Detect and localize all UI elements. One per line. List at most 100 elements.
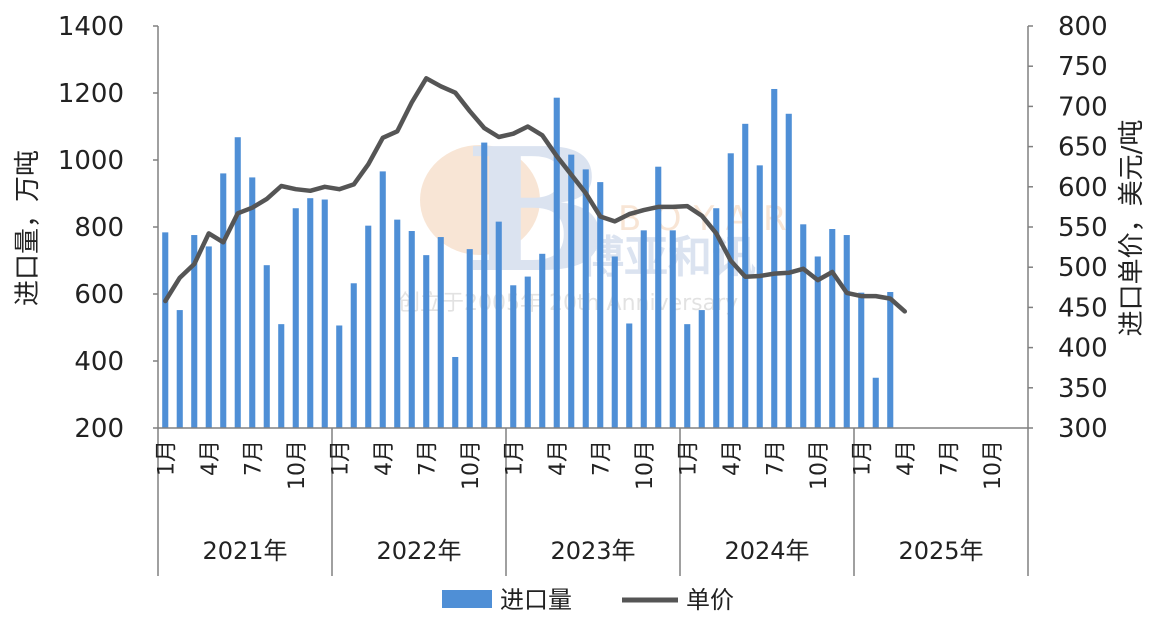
x-month-labels: 1月 4月 7月 10月 1月 4月 7月 10月 1月 4月 7月 10月 1月 4月 7月 10月 1月 4月… (154, 440, 1006, 490)
y-left-tick-label: 1000 (58, 146, 124, 176)
y-left-tick-label: 400 (74, 347, 124, 377)
x-year-label: 2023年 (550, 537, 635, 565)
bar (814, 256, 821, 428)
bar (205, 246, 212, 428)
bar (278, 324, 285, 428)
y-left-tick-label: 800 (74, 213, 124, 243)
bar (452, 356, 459, 428)
bar (539, 253, 546, 428)
x-month-label: 4月 (198, 440, 223, 476)
bar (408, 231, 415, 428)
legend-swatch-import-volume (442, 590, 492, 608)
bar (336, 325, 343, 428)
x-month-label: 1月 (328, 440, 353, 476)
x-month-label: 10月 (285, 440, 310, 490)
bar (713, 208, 720, 428)
bar (292, 208, 299, 428)
bar (321, 199, 328, 428)
x-month-label: 1月 (850, 440, 875, 476)
y-right-tick-label: 600 (1058, 173, 1108, 203)
bar (611, 256, 618, 428)
bar (640, 230, 647, 428)
bar (466, 249, 473, 428)
bar (234, 137, 241, 428)
bar (249, 177, 256, 428)
watermark-swoosh (420, 145, 540, 255)
bar (597, 182, 604, 428)
bar (263, 265, 270, 428)
y-right-tick-label: 500 (1058, 253, 1108, 283)
bar (495, 221, 502, 428)
x-month-label: 4月 (720, 440, 745, 476)
x-month-label: 7月 (415, 440, 440, 476)
bar (756, 165, 763, 429)
bar (220, 173, 227, 428)
bar (887, 291, 894, 428)
x-month-label: 10月 (459, 440, 484, 490)
bar (568, 154, 575, 428)
x-month-label: 10月 (633, 440, 658, 490)
y-right-tick-label: 350 (1058, 374, 1108, 404)
bar (162, 232, 169, 428)
legend-label-import-volume: 进口量 (500, 586, 572, 614)
x-month-label: 7月 (241, 440, 266, 476)
bar (176, 310, 183, 428)
x-month-label: 7月 (763, 440, 788, 476)
legend: 进口量 单价 (442, 586, 734, 614)
bar (800, 224, 807, 428)
bar (350, 283, 357, 428)
x-year-label: 2021年 (202, 537, 287, 565)
y-right-ticks: 300 350 400 450 500 550 600 650 700 750 800 (1058, 12, 1108, 444)
x-year-label: 2024年 (724, 537, 809, 565)
y-right-tick-label: 750 (1058, 52, 1108, 82)
legend-label-unit-price: 单价 (686, 586, 734, 614)
x-month-label: 1月 (502, 440, 527, 476)
y-right-tick-label: 550 (1058, 213, 1108, 243)
x-month-label: 4月 (894, 440, 919, 476)
bar (727, 153, 734, 429)
bar (394, 219, 401, 428)
bar (858, 292, 865, 428)
bar (698, 310, 705, 428)
y-left-ticks: 200 400 600 800 1000 1200 1400 (58, 12, 124, 444)
x-year-label: 2025年 (898, 537, 983, 565)
x-year-labels: 2021年 2022年 2023年 2024年 2025年 (202, 537, 983, 565)
y-right-tick-label: 400 (1058, 334, 1108, 364)
bar (365, 225, 372, 428)
bar (771, 88, 778, 428)
bar (437, 237, 444, 428)
watermark-tagline: 创立于2005年 20th Anniversary (398, 291, 738, 316)
bar (481, 142, 488, 428)
bar (553, 97, 560, 428)
x-month-label: 4月 (546, 440, 571, 476)
bar-series-import-volume (162, 88, 894, 429)
x-month-label: 7月 (589, 440, 614, 476)
y-right-axis-title: 进口单价，美元/吨 (1117, 120, 1147, 337)
bar (843, 235, 850, 428)
y-right-tick-label: 300 (1058, 414, 1108, 444)
bar (872, 377, 879, 428)
y-left-tick-label: 600 (74, 280, 124, 310)
bar (669, 230, 676, 428)
axes (153, 25, 1033, 576)
x-month-label: 1月 (676, 440, 701, 476)
bar (626, 323, 633, 428)
bar (423, 255, 430, 428)
y-left-axis-title: 进口量，万吨 (13, 150, 43, 306)
y-right-tick-label: 650 (1058, 133, 1108, 163)
bar (829, 229, 836, 428)
x-month-label: 10月 (981, 440, 1006, 490)
x-month-label: 4月 (372, 440, 397, 476)
bar (582, 169, 589, 428)
y-left-tick-label: 1200 (58, 79, 124, 109)
x-month-label: 10月 (807, 440, 832, 490)
y-right-tick-label: 700 (1058, 92, 1108, 122)
bar (191, 235, 198, 428)
bar (524, 276, 531, 428)
x-month-label: 7月 (937, 440, 962, 476)
y-right-tick-label: 800 (1058, 12, 1108, 42)
y-left-tick-label: 1400 (58, 12, 124, 42)
x-month-label: 1月 (154, 440, 179, 476)
bar (684, 324, 691, 428)
